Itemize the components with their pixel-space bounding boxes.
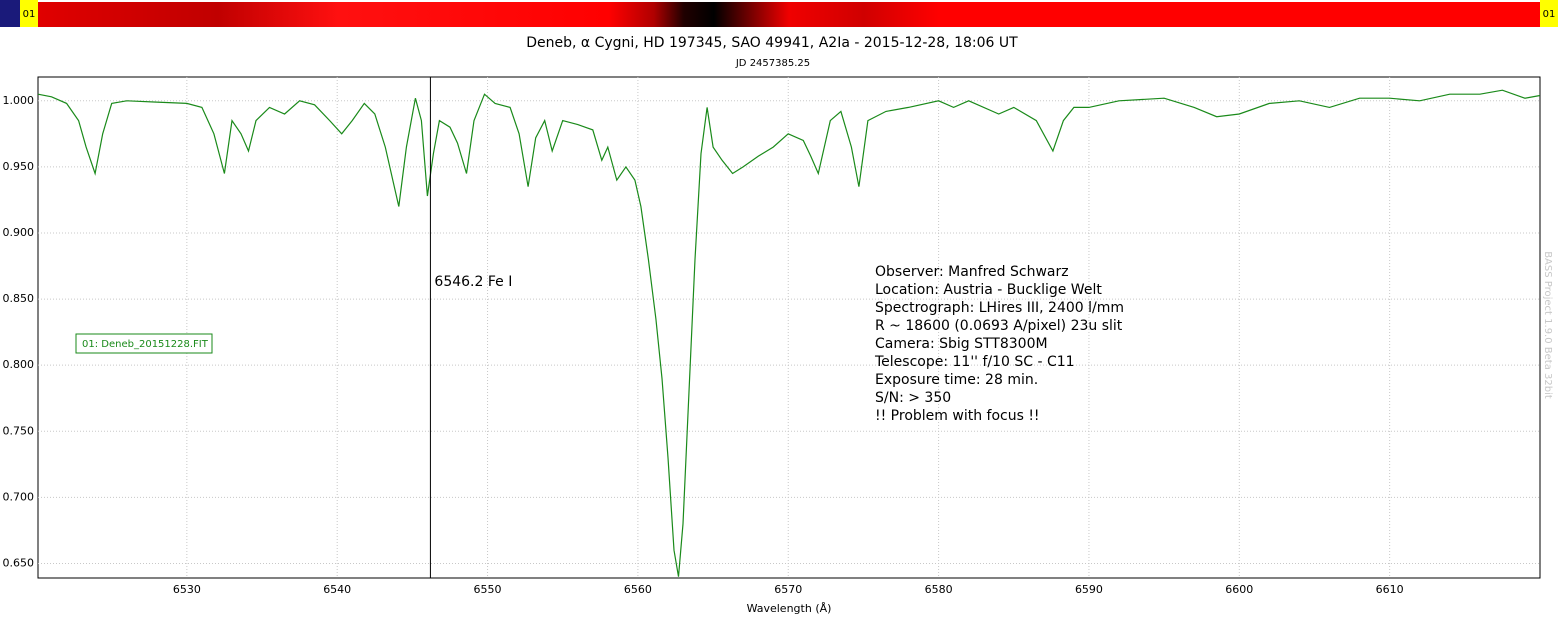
plot-frame [37,76,1541,579]
spectrum-strip [38,2,1540,27]
x-tick-label: 6600 [1225,583,1253,596]
y-tick-label: 0.650 [3,556,35,569]
strip-corner [0,0,20,27]
info-line: !! Problem with focus !! [875,408,1040,424]
spectrum-line [37,89,1541,577]
y-tick-label: 0.950 [3,160,35,173]
info-line: Exposure time: 28 min. [875,372,1038,388]
x-tick-label: 6590 [1075,583,1103,596]
y-tick-label: 0.850 [3,292,35,305]
info-line: Observer: Manfred Schwarz [875,264,1069,280]
strip-label: 01 [23,9,36,20]
y-tick-label: 0.750 [3,424,35,437]
info-line: R ~ 18600 (0.0693 A/pixel) 23u slit [875,318,1123,334]
y-tick-label: 1.000 [3,94,35,107]
watermark: BASS Project 1.9.0 Beta 32bit [1542,251,1553,399]
legend-label: 01: Deneb_20151228.FIT [82,339,209,350]
x-axis-label: Wavelength (Å) [747,602,832,615]
chart-title: Deneb, α Cygni, HD 197345, SAO 49941, A2… [526,35,1018,51]
legend-box [75,333,213,354]
x-tick-label: 6540 [323,583,351,596]
info-line: Location: Austria - Bucklige Welt [875,282,1102,298]
marker-label: 6546.2 Fe I [434,274,512,290]
strip-label-box [1540,0,1558,27]
info-line: S/N: > 350 [875,390,951,406]
strip-label: 01 [1543,9,1556,20]
x-tick-label: 6610 [1376,583,1404,596]
chart-subtitle: JD 2457385.25 [735,58,810,69]
x-tick-label: 6580 [925,583,953,596]
strip-label-box [20,0,38,27]
x-tick-label: 6550 [474,583,502,596]
x-tick-label: 6570 [774,583,802,596]
y-tick-label: 0.900 [3,226,35,239]
x-tick-label: 6560 [624,583,652,596]
info-line: Spectrograph: LHires III, 2400 l/mm [875,300,1124,316]
y-tick-label: 0.700 [3,490,35,503]
x-tick-label: 6530 [173,583,201,596]
y-tick-label: 0.800 [3,358,35,371]
info-line: Telescope: 11'' f/10 SC - C11 [874,354,1075,370]
info-line: Camera: Sbig STT8300M [875,336,1048,352]
